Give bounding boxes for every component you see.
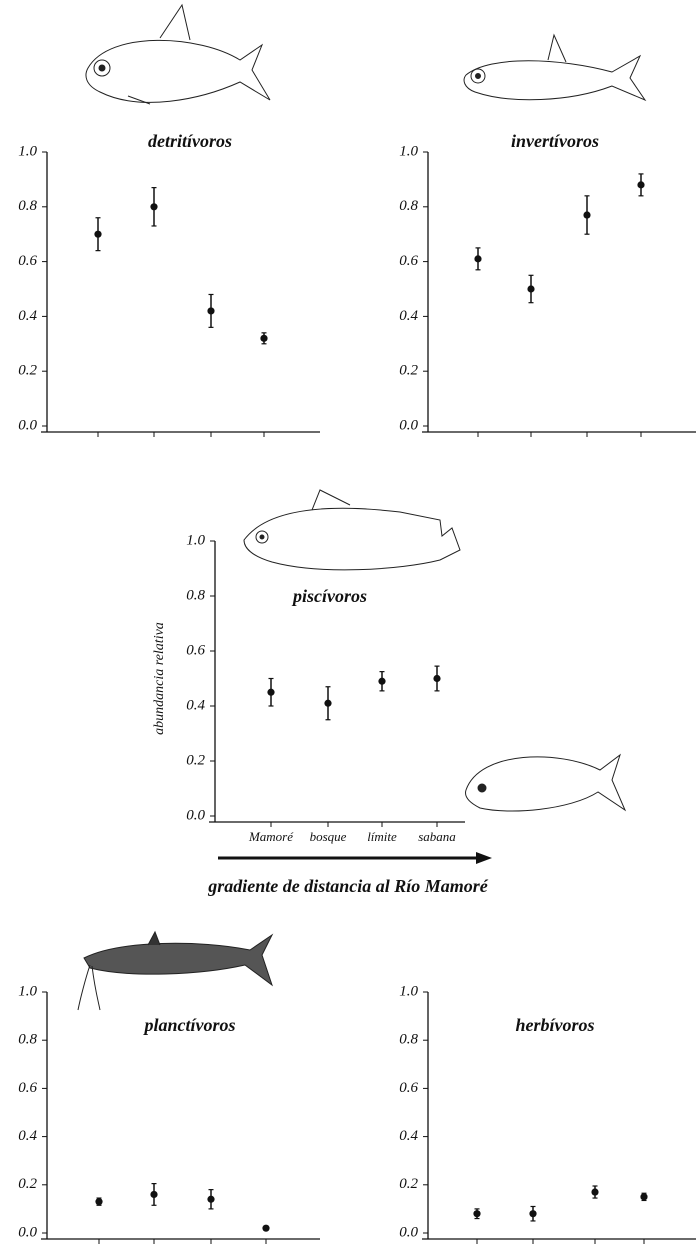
point (150, 1190, 158, 1199)
fish-planktivore (77, 930, 274, 1011)
point (260, 334, 268, 342)
x-tick-label: Mamoré (248, 829, 294, 844)
point (591, 1188, 599, 1196)
y-tick-label: 0.8 (18, 1032, 37, 1048)
chart-title: invertívoros (511, 131, 599, 151)
arrow-head (476, 852, 492, 864)
fish-detritivore (85, 3, 271, 105)
y-tick-label: 0.0 (18, 1224, 37, 1240)
point (640, 1193, 648, 1201)
y-tick-label: 0.2 (18, 363, 37, 379)
point (95, 1198, 103, 1206)
y-tick-label: 1.0 (186, 532, 205, 548)
point (94, 230, 102, 238)
y-tick-label: 0.6 (399, 253, 418, 269)
y-tick-label: 1.0 (399, 983, 418, 999)
point (527, 285, 535, 293)
x-axis-label: gradiente de distancia al Río Mamoré (207, 876, 489, 896)
x-tick-label: sabana (418, 829, 456, 844)
chart-title: planctívoros (142, 1015, 235, 1035)
point (207, 307, 215, 315)
y-tick-label: 0.4 (399, 308, 418, 324)
y-tick-label: 0.2 (186, 752, 205, 768)
y-tick-label: 0.6 (399, 1080, 418, 1096)
x-tick-label: bosque (310, 829, 347, 844)
y-tick-label: 0.2 (399, 363, 418, 379)
x-tick-label: límite (367, 829, 397, 844)
point (529, 1210, 537, 1218)
y-tick-label: 0.6 (18, 253, 37, 269)
point (583, 211, 591, 219)
point (378, 677, 386, 685)
y-tick-label: 0.4 (18, 308, 37, 324)
y-tick-label: 0.6 (186, 642, 205, 658)
point (474, 255, 482, 263)
fish-piscivore (243, 489, 461, 571)
y-tick-label: 0.8 (186, 587, 205, 603)
y-tick-label: 0.8 (399, 1032, 418, 1048)
point (262, 1224, 270, 1232)
y-tick-label: 0.0 (399, 417, 418, 433)
y-tick-label: 0.4 (399, 1128, 418, 1144)
y-tick-label: 0.4 (186, 697, 205, 713)
fish-herbivore (465, 753, 627, 812)
point (433, 674, 441, 683)
y-tick-label: 0.2 (18, 1176, 37, 1192)
y-tick-label: 0.0 (186, 807, 205, 823)
y-tick-label: 1.0 (18, 143, 37, 159)
point (637, 181, 645, 189)
y-tick-label: 1.0 (399, 143, 418, 159)
point (267, 688, 275, 696)
y-tick-label: 0.8 (399, 198, 418, 214)
point (207, 1195, 215, 1203)
point (324, 699, 332, 707)
y-tick-label: 0.0 (399, 1224, 418, 1240)
point (473, 1210, 481, 1218)
y-axis-label: abundancia relativa (152, 622, 167, 735)
y-tick-label: 1.0 (18, 983, 37, 999)
chart-title: detritívoros (148, 131, 232, 151)
y-tick-label: 0.6 (18, 1080, 37, 1096)
y-tick-label: 0.8 (18, 198, 37, 214)
y-tick-label: 0.0 (18, 417, 37, 433)
y-tick-label: 0.2 (399, 1176, 418, 1192)
chart-title: piscívoros (291, 586, 367, 606)
point (150, 203, 158, 211)
fish-invertivore (463, 33, 647, 102)
y-tick-label: 0.4 (18, 1128, 37, 1144)
chart-title: herbívoros (515, 1015, 594, 1035)
